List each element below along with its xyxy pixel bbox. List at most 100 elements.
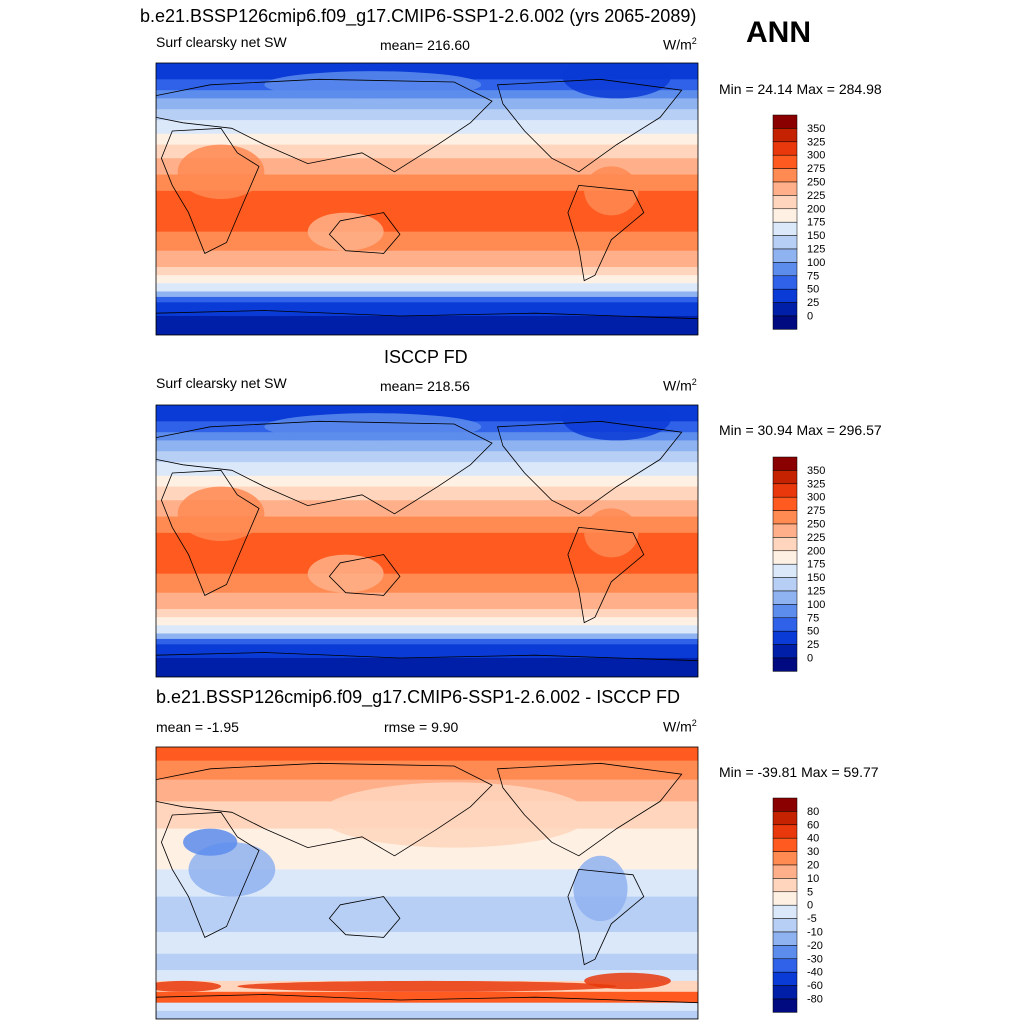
field-band — [156, 970, 698, 982]
coastline — [156, 994, 698, 1019]
field-band — [156, 250, 698, 268]
coastline — [156, 762, 493, 857]
field-band — [156, 657, 698, 677]
colorbar-tick-label: 275 — [807, 505, 825, 517]
field-band — [156, 440, 698, 452]
colorbar-tick-label: 0 — [807, 311, 813, 323]
field-band — [156, 462, 698, 477]
colorbar-swatch — [772, 878, 798, 893]
field-band — [156, 625, 698, 634]
panel2-minmax: Min = 30.94 Max = 296.57 — [719, 422, 882, 438]
panel1-mean-label: mean= 216.60 — [380, 37, 470, 53]
units-base: W/m — [663, 377, 692, 394]
colorbar-swatch — [772, 985, 798, 1000]
colorbar-swatch — [772, 114, 798, 129]
field-feature — [307, 554, 384, 593]
panel3-rmse-label: rmse = 9.90 — [384, 719, 459, 735]
map-frame — [155, 746, 699, 1020]
field-band — [156, 302, 698, 317]
colorbar-tick-label: 275 — [807, 163, 825, 175]
field-band — [156, 560, 698, 575]
colorbar-swatch — [772, 262, 798, 277]
coastline — [160, 811, 260, 938]
field-band — [156, 283, 698, 292]
figure-title: b.e21.BSSP126cmip6.f09_g17.CMIP6-SSP1-2.… — [140, 6, 697, 26]
panel-1-map — [155, 62, 699, 336]
panel2-units: W/m2 — [663, 378, 697, 393]
field-band — [156, 109, 698, 121]
colorbar-swatch — [772, 563, 798, 578]
colorbar-tick-label: -30 — [807, 953, 823, 965]
panel3-units: W/m2 — [663, 719, 697, 734]
coastline — [567, 868, 645, 966]
coastline — [496, 420, 683, 515]
field-band — [156, 315, 698, 335]
colorbar-tick-label: 350 — [807, 465, 825, 477]
colorbar-swatch — [772, 998, 798, 1013]
field-feature — [156, 980, 222, 992]
colorbar-tick-label: 200 — [807, 545, 825, 557]
field-feature — [584, 166, 639, 216]
field-feature — [177, 144, 265, 199]
field-band — [156, 218, 698, 233]
map-frame — [155, 404, 699, 678]
field-band — [156, 451, 698, 463]
field-band — [156, 174, 698, 192]
colorbar-swatch — [772, 904, 798, 919]
units-exponent: 2 — [691, 36, 697, 46]
field-band — [156, 405, 698, 422]
units-exponent: 2 — [691, 718, 697, 728]
colorbar-swatch — [772, 945, 798, 960]
colorbar-swatch — [772, 510, 798, 525]
colorbar-tick-label: -40 — [807, 967, 823, 979]
colorbar-tick-label: 175 — [807, 559, 825, 571]
colorbar-tick-label: 20 — [807, 860, 819, 872]
colorbar-tick-label: 75 — [807, 270, 819, 282]
colorbar-swatch — [772, 154, 798, 169]
colorbar-swatch — [772, 617, 798, 632]
colorbar-swatch — [772, 275, 798, 290]
colorbar-tick-label: -5 — [807, 913, 817, 925]
field-band — [156, 638, 698, 645]
panel1-units: W/m2 — [663, 37, 697, 52]
field-band — [156, 63, 698, 80]
colorbar-tick-label: 100 — [807, 599, 825, 611]
colorbar-tick-label: 200 — [807, 203, 825, 215]
colorbar-swatch — [772, 630, 798, 645]
coastline — [156, 652, 698, 677]
coastline — [156, 420, 493, 515]
colorbar-tick-label: 125 — [807, 244, 825, 256]
coastline — [496, 78, 683, 173]
field-band — [156, 291, 698, 298]
field-feature — [562, 405, 671, 441]
colorbar-tick-label: 325 — [807, 478, 825, 490]
coastlines — [156, 762, 698, 1019]
colorbar-tick-label: 350 — [807, 123, 825, 135]
map-frame — [155, 62, 699, 336]
field-band — [156, 231, 698, 252]
colorbar-swatch — [772, 537, 798, 552]
colorbar-swatch — [772, 470, 798, 485]
panel-2-map — [155, 404, 699, 678]
colorbar-tick-label: 150 — [807, 572, 825, 584]
colorbar-swatch — [772, 644, 798, 659]
coastline — [496, 762, 683, 857]
field-band — [156, 500, 698, 518]
colorbar-swatch — [772, 931, 798, 946]
field-band — [156, 267, 698, 276]
field-feature — [584, 972, 671, 990]
colorbar-swatch — [772, 958, 798, 973]
colorbar-swatch — [772, 811, 798, 826]
colorbar-swatch — [772, 181, 798, 196]
colorbar-swatch — [772, 604, 798, 619]
colorbar-tick-label: 0 — [807, 653, 813, 665]
colorbar-swatch — [772, 483, 798, 498]
colorbar-swatch — [772, 851, 798, 866]
coastline — [567, 526, 645, 624]
field-band — [156, 516, 698, 534]
colorbar-swatch — [772, 550, 798, 565]
colorbar-swatch — [772, 864, 798, 879]
season-label: ANN — [746, 16, 811, 49]
colorbar-swatch — [772, 824, 798, 839]
